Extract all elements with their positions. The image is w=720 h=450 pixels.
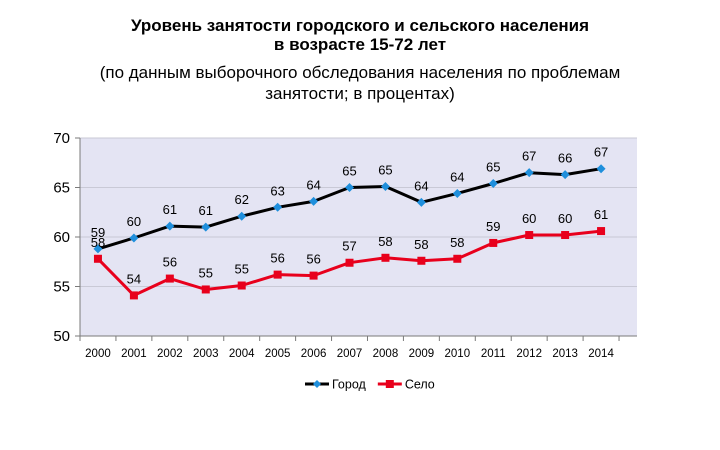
data-point-1 xyxy=(452,188,462,198)
data-label-2: 54 xyxy=(127,271,141,286)
x-tick-label: 2008 xyxy=(373,348,399,360)
data-label-2: 56 xyxy=(306,252,320,267)
data-label-2: 60 xyxy=(558,211,572,226)
x-tick-label: 2010 xyxy=(445,348,471,360)
data-point-2 xyxy=(237,281,246,290)
data-point-1 xyxy=(488,179,498,189)
data-label-2: 55 xyxy=(199,265,213,280)
x-tick-label: 2011 xyxy=(481,348,506,360)
x-tick-label: 2001 xyxy=(121,348,147,360)
data-label-1: 61 xyxy=(163,202,177,217)
data-label-2: 58 xyxy=(378,234,392,249)
data-label-1: 66 xyxy=(558,151,572,166)
data-point-1 xyxy=(380,182,390,192)
data-point-1 xyxy=(93,244,103,254)
data-point-2 xyxy=(345,258,354,267)
x-tick-label: 2000 xyxy=(85,348,111,360)
y-tick-label: 65 xyxy=(53,180,70,197)
legend-marker-2 xyxy=(385,380,394,388)
data-point-1 xyxy=(596,164,606,174)
data-point-1 xyxy=(273,202,283,212)
data-point-1 xyxy=(416,197,426,207)
data-label-2: 56 xyxy=(163,255,177,270)
data-point-1 xyxy=(129,233,139,243)
data-point-2 xyxy=(129,291,138,300)
data-point-2 xyxy=(525,231,534,240)
x-tick-label: 2007 xyxy=(337,348,363,360)
x-tick-label: 2013 xyxy=(552,348,578,360)
data-label-2: 58 xyxy=(91,235,105,250)
data-label-2: 57 xyxy=(342,239,356,254)
data-point-2 xyxy=(381,253,390,262)
data-point-2 xyxy=(417,256,426,265)
chart-title: Уровень занятости городского и сельского… xyxy=(130,16,590,54)
y-tick-label: 70 xyxy=(53,130,70,147)
data-label-1: 67 xyxy=(594,145,608,160)
data-label-1: 67 xyxy=(522,149,536,164)
chart-title-block: Уровень занятости городского и сельского… xyxy=(0,16,720,104)
data-label-2: 61 xyxy=(594,207,608,222)
data-label-2: 59 xyxy=(486,219,500,234)
data-point-2 xyxy=(453,254,462,263)
y-tick-label: 50 xyxy=(53,328,70,345)
data-point-1 xyxy=(201,222,211,232)
data-label-1: 62 xyxy=(234,192,248,207)
data-label-2: 60 xyxy=(522,211,536,226)
data-label-2: 55 xyxy=(234,262,248,277)
data-point-2 xyxy=(309,271,318,280)
data-label-1: 60 xyxy=(127,214,141,229)
data-point-2 xyxy=(489,238,498,247)
data-point-1 xyxy=(165,221,175,231)
y-tick-label: 55 xyxy=(53,279,70,296)
data-label-1: 65 xyxy=(486,160,500,175)
data-label-1: 59 xyxy=(91,225,105,240)
x-tick-label: 2009 xyxy=(409,348,435,360)
x-tick-label: 2005 xyxy=(265,348,291,360)
data-label-1: 64 xyxy=(450,169,464,184)
data-label-1: 64 xyxy=(414,178,428,193)
data-point-2 xyxy=(597,227,606,236)
data-point-1 xyxy=(309,196,319,206)
data-point-1 xyxy=(237,211,247,221)
data-label-1: 65 xyxy=(342,164,356,179)
data-label-2: 56 xyxy=(270,251,284,266)
legend-marker-1 xyxy=(313,380,321,388)
data-label-1: 65 xyxy=(378,163,392,178)
data-label-2: 58 xyxy=(414,237,428,252)
legend-label-1: Город xyxy=(332,378,367,392)
data-point-1 xyxy=(345,183,355,192)
data-point-2 xyxy=(165,274,174,283)
x-tick-label: 2002 xyxy=(157,348,183,360)
x-tick-label: 2006 xyxy=(301,348,327,360)
legend-label-2: Село xyxy=(405,378,435,392)
x-tick-label: 2004 xyxy=(229,348,255,360)
x-tick-label: 2003 xyxy=(193,348,219,360)
data-point-1 xyxy=(524,168,534,178)
data-label-1: 63 xyxy=(270,183,284,198)
x-tick-label: 2012 xyxy=(516,348,542,360)
data-label-1: 64 xyxy=(306,177,320,192)
data-label-2: 58 xyxy=(450,235,464,250)
data-point-2 xyxy=(273,270,282,279)
x-tick-label: 2014 xyxy=(588,348,614,360)
data-point-1 xyxy=(560,170,570,180)
data-label-1: 61 xyxy=(199,203,213,218)
data-point-2 xyxy=(561,231,570,240)
data-point-2 xyxy=(201,285,210,294)
data-point-2 xyxy=(93,254,102,263)
y-tick-label: 60 xyxy=(53,229,70,246)
chart-subtitle: (по данным выборочного обследования насе… xyxy=(99,63,621,103)
